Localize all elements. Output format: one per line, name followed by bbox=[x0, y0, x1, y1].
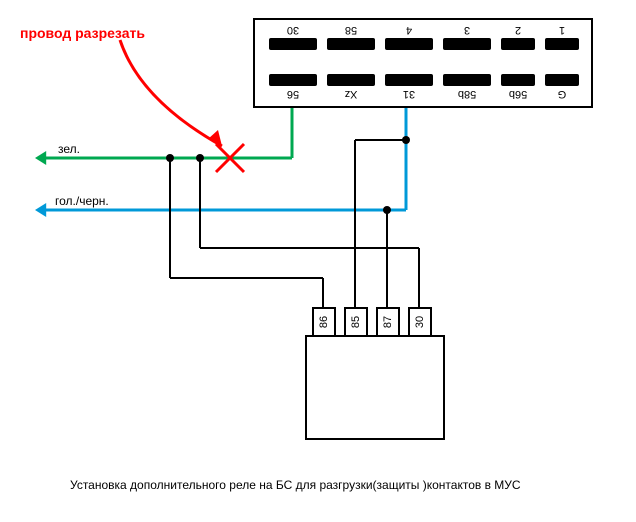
green-wire-label: зел. bbox=[58, 142, 80, 156]
connector-top-pin bbox=[501, 38, 535, 50]
connector-top-pin bbox=[443, 38, 491, 50]
connector-bottom-pin bbox=[327, 74, 375, 86]
relay-body bbox=[305, 335, 445, 440]
connector-bottom-label: 56 bbox=[269, 88, 317, 100]
connector-top-label: 2 bbox=[501, 24, 535, 36]
relay-pin-label: 87 bbox=[382, 314, 394, 330]
connector-top-pin bbox=[269, 38, 317, 50]
connector-top-label: 58 bbox=[327, 24, 375, 36]
cut-wire-label: провод разрезать bbox=[20, 25, 145, 41]
footer-caption: Установка дополнительного реле на БС для… bbox=[70, 478, 521, 492]
connector-bottom-pin bbox=[501, 74, 535, 86]
connector-top-pin bbox=[327, 38, 375, 50]
connector-bottom-pin bbox=[385, 74, 433, 86]
connector-top-pin bbox=[385, 38, 433, 50]
connector-bottom-label: Xz bbox=[327, 88, 375, 100]
connector-top-label: 4 bbox=[385, 24, 433, 36]
blue-wire-label: гол./черн. bbox=[55, 194, 109, 208]
connector-top-label: 30 bbox=[269, 24, 317, 36]
connector-bottom-label: G bbox=[545, 88, 579, 100]
relay-pin-label: 85 bbox=[350, 314, 362, 330]
connector-top-label: 1 bbox=[545, 24, 579, 36]
connector-bottom-label: 58b bbox=[443, 88, 491, 100]
connector-bottom-pin bbox=[443, 74, 491, 86]
connector-top-pin bbox=[545, 38, 579, 50]
relay-pin-label: 30 bbox=[414, 314, 426, 330]
connector-bottom-pin bbox=[269, 74, 317, 86]
connector-bottom-pin bbox=[545, 74, 579, 86]
connector-bottom-label: 31 bbox=[385, 88, 433, 100]
relay-pin-label: 86 bbox=[318, 314, 330, 330]
connector-top-label: 3 bbox=[443, 24, 491, 36]
connector-bottom-label: 56b bbox=[501, 88, 535, 100]
